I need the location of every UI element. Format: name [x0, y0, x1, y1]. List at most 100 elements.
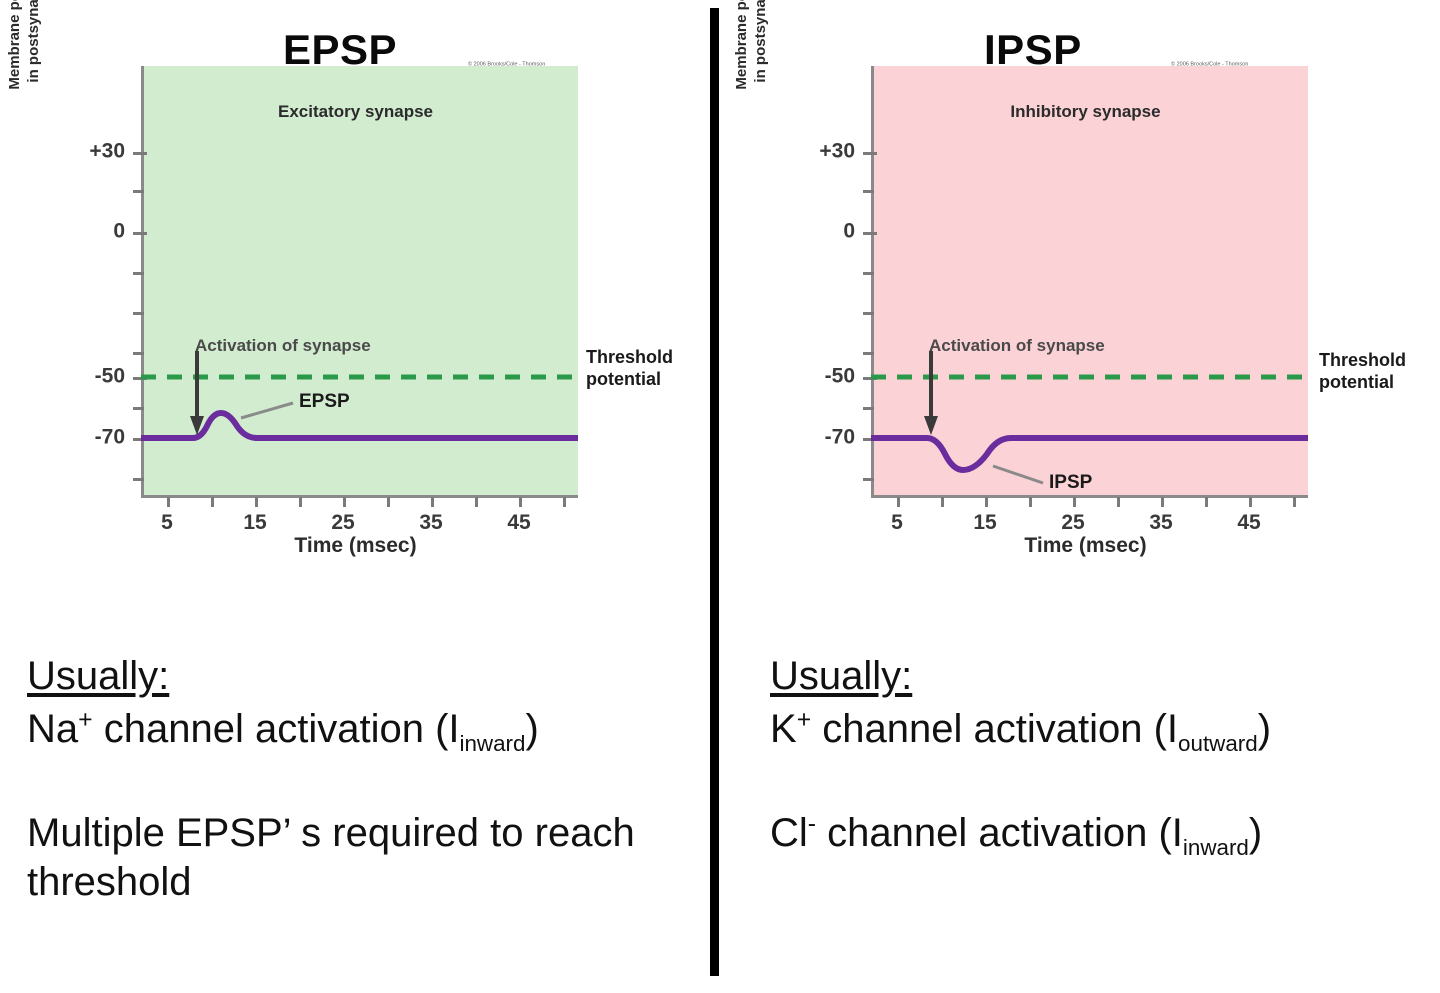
x-tick-15: 15 [973, 497, 997, 534]
x-tick-label-15: 15 [973, 511, 997, 534]
y-tick-label-0: 0 [113, 219, 125, 243]
ipsp-curve-label: IPSP [1049, 472, 1093, 493]
y-axis-title-line1: Membrane potential (mV) [6, 0, 23, 90]
y-tick-label-70: -70 [94, 425, 125, 449]
na-channel-statement: Na+ channel activation (Iinward) [27, 705, 687, 757]
x-tick-label-25: 25 [1061, 511, 1085, 534]
k-current-subscript: outward [1178, 730, 1258, 756]
x-tick-35: 35 [419, 497, 443, 534]
y-tick-label-30: +30 [819, 139, 855, 163]
k-charge-superscript: + [796, 706, 812, 734]
epsp-curve-label: EPSP [299, 391, 350, 412]
y-tick-minor-4 [133, 352, 144, 355]
y-tick-70: -70 [825, 426, 877, 449]
y-axis-title-ipsp: Membrane potential (mV) in postsynaptic … [733, 0, 771, 90]
y-tick-0: 0 [113, 220, 147, 243]
x-tick-label-5: 5 [891, 511, 903, 534]
k-channel-post: ) [1257, 706, 1272, 751]
x-tick-5: 5 [161, 497, 173, 534]
threshold-label-line1: Threshold [586, 347, 674, 367]
threshold-potential-label-ipsp: Threshold potential [1319, 350, 1406, 394]
x-tick-5: 5 [891, 497, 903, 534]
activation-arrow-head-epsp [190, 416, 204, 435]
panel-divider [710, 8, 719, 976]
cl-channel-mid: channel activation (I [816, 811, 1183, 856]
y-axis-title-line2: in postsynaptic neuron [751, 0, 769, 83]
k-channel-pre: K [770, 706, 797, 751]
activation-label-ipsp: Activation of synapse [929, 336, 1105, 355]
x-axis-line-epsp [141, 495, 578, 498]
trace-plot-epsp [141, 351, 578, 441]
copyright-notice-epsp: © 2006 Brooks/Cole - Thomson [468, 62, 546, 68]
notes-ipsp: Usually: K+ channel activation (Ioutward… [770, 652, 1430, 861]
threshold-potential-label-epsp: Threshold potential [586, 347, 673, 391]
y-tick-label-30: +30 [89, 139, 125, 163]
y-axis-title-epsp: Membrane potential (mV) in postsynaptic … [6, 0, 44, 90]
y-tick-0: 0 [843, 220, 877, 243]
y-tick-minor-1 [133, 190, 144, 193]
page-title-epsp: EPSP [283, 26, 398, 73]
y-tick-label-50: -50 [824, 364, 855, 388]
x-tick-35: 35 [1149, 497, 1173, 534]
y-axis-line-ipsp [871, 66, 874, 498]
cl-charge-superscript: - [807, 810, 817, 838]
na-channel-mid: channel activation (I [92, 706, 460, 751]
k-channel-statement: K+ channel activation (Ioutward) [770, 705, 1430, 757]
y-tick-50: -50 [825, 365, 877, 388]
x-tick-minor-4 [475, 497, 478, 507]
usually-heading-left: Usually: [27, 654, 170, 698]
x-tick-15: 15 [243, 497, 267, 534]
x-tick-45: 45 [507, 497, 531, 534]
cl-channel-post: ) [1248, 811, 1263, 856]
y-tick-minor-6 [863, 478, 874, 481]
notes-epsp: Usually: Na+ channel activation (Iinward… [27, 652, 687, 907]
x-tick-minor-3 [1117, 497, 1120, 507]
y-tick-label-50: -50 [94, 364, 125, 388]
y-tick-minor-4 [863, 352, 874, 355]
x-tick-label-35: 35 [419, 511, 443, 534]
x-tick-label-5: 5 [161, 511, 173, 534]
chart-ipsp: Inhibitory synapse +30 0 -50 -70 5 [819, 66, 1308, 534]
x-tick-minor-1 [941, 497, 944, 507]
na-channel-pre: Na [27, 706, 79, 751]
synapse-type-label-ipsp: Inhibitory synapse [1010, 102, 1161, 121]
page-title-ipsp: IPSP [984, 26, 1082, 73]
x-tick-minor-2 [1029, 497, 1032, 507]
epsp-leader-line [240, 401, 294, 420]
x-tick-minor-5 [1293, 497, 1296, 507]
k-channel-mid: channel activation (I [811, 706, 1179, 751]
threshold-label-line2: potential [1319, 371, 1394, 392]
x-tick-label-35: 35 [1149, 511, 1173, 534]
x-tick-25: 25 [1061, 497, 1085, 534]
x-tick-minor-3 [387, 497, 390, 507]
copyright-notice-ipsp: © 2006 Brooks/Cole - Thomson [1171, 62, 1249, 68]
na-channel-post: ) [525, 706, 539, 751]
x-tick-minor-2 [299, 497, 302, 507]
y-tick-minor-3 [863, 312, 874, 315]
epsp-trace-line [141, 410, 578, 441]
y-tick-minor-1 [863, 190, 874, 193]
x-tick-label-45: 45 [507, 511, 531, 534]
plot-background-ipsp [871, 66, 1308, 498]
y-tick-minor-5 [863, 407, 874, 410]
y-tick-minor-2 [133, 272, 144, 275]
x-axis-line-ipsp [871, 495, 1308, 498]
ipsp-trace-line [871, 435, 1308, 473]
y-tick-70: -70 [95, 426, 147, 449]
x-axis-title-epsp: Time (msec) [294, 534, 417, 557]
activation-label-epsp: Activation of synapse [195, 336, 371, 355]
x-tick-label-45: 45 [1237, 511, 1261, 534]
y-tick-50: -50 [95, 365, 147, 388]
y-tick-minor-3 [133, 312, 144, 315]
y-tick-minor-5 [133, 407, 144, 410]
x-tick-label-25: 25 [331, 511, 355, 534]
chart-epsp: Excitatory synapse +30 0 -50 -70 [89, 66, 578, 534]
x-tick-label-15: 15 [243, 511, 267, 534]
trace-plot-ipsp [871, 351, 1308, 485]
multiple-epsp-statement: Multiple EPSP’ s required to reach thres… [27, 811, 635, 904]
synapse-type-label-epsp: Excitatory synapse [278, 102, 433, 121]
y-tick-30: +30 [819, 140, 877, 163]
y-tick-label-0: 0 [843, 219, 855, 243]
x-tick-minor-1 [211, 497, 214, 507]
x-tick-minor-5 [563, 497, 566, 507]
